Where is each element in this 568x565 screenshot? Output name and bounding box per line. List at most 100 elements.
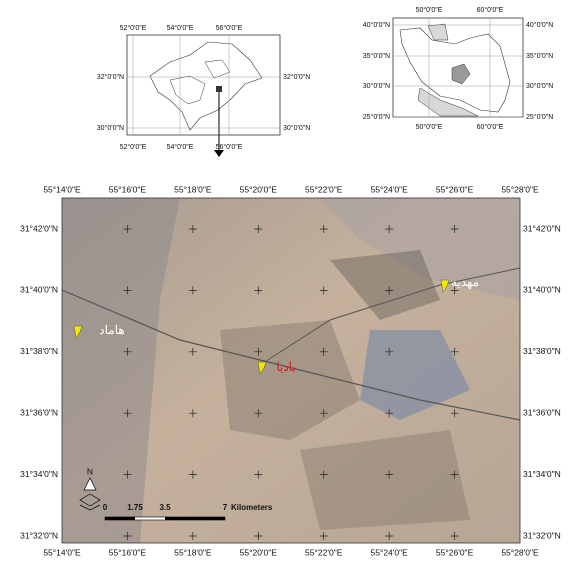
latitude-label: 25°0'0"N [526, 113, 553, 121]
province-highlight [451, 63, 471, 85]
graticule-cross [123, 225, 132, 233]
longitude-label: 50°0'0"E [416, 6, 443, 14]
image-tile [62, 198, 180, 543]
latitude-label: 31°40'0"N [20, 285, 58, 295]
longitude-label: 55°14'0"E [43, 547, 81, 557]
road [61, 289, 521, 421]
scale-label: 3.5 [159, 503, 171, 512]
graticule-cross [319, 347, 328, 356]
graticule-cross [319, 470, 328, 479]
north-arrow-base [79, 493, 101, 511]
north-label: N [87, 466, 93, 476]
graticule-cross [254, 347, 263, 356]
urban-area [360, 330, 470, 420]
place-label: بادیا [276, 360, 295, 374]
scale-unit: Kilometers [231, 503, 273, 512]
scale-label: 7 [223, 503, 228, 512]
latitude-label: 25°0'0"N [363, 113, 390, 121]
graticule-cross [450, 532, 459, 540]
graticule-cross [319, 532, 328, 540]
north-arrow [83, 477, 97, 491]
graticule-cross [254, 470, 263, 479]
longitude-label: 55°28'0"E [501, 547, 539, 557]
longitude-label: 52°0'0"E [120, 24, 147, 32]
caspian-sea [427, 23, 449, 41]
image-tile [320, 198, 520, 300]
latitude-label: 40°0'0"N [526, 21, 553, 29]
graticule-cross [123, 347, 132, 356]
longitude-label: 55°18'0"E [174, 547, 212, 557]
graticule-cross [319, 225, 328, 233]
latitude-label: 30°0'0"N [283, 124, 310, 132]
longitude-label: 55°20'0"E [240, 184, 278, 194]
latitude-label: 31°32'0"N [523, 530, 561, 540]
scale-bar-segment [165, 517, 225, 520]
graticule-cross [385, 532, 394, 540]
graticule-cross [385, 225, 394, 233]
latitude-label: 31°40'0"N [523, 285, 561, 295]
longitude-label: 60°0'0"E [477, 123, 504, 131]
farmland [220, 320, 360, 440]
longitude-label: 56°0'0"E [216, 143, 243, 151]
graticule-cross [123, 532, 132, 540]
graticule-cross [319, 409, 328, 418]
latitude-label: 31°36'0"N [20, 407, 58, 417]
latitude-label: 40°0'0"N [363, 21, 390, 29]
scale-bar [104, 516, 226, 521]
graticule-cross [450, 470, 459, 479]
graticule-cross [123, 470, 132, 479]
longitude-label: 55°14'0"E [43, 184, 81, 194]
place-pin [73, 325, 83, 339]
graticule-cross [385, 286, 394, 295]
longitude-label: 50°0'0"E [416, 123, 443, 131]
latitude-label: 31°42'0"N [20, 223, 58, 233]
pointer-head [214, 150, 224, 157]
latitude-label: 31°38'0"N [20, 346, 58, 356]
latitude-label: 30°0'0"N [526, 82, 553, 90]
pins [73, 279, 450, 375]
road [259, 267, 521, 366]
graticule-cross [450, 225, 459, 233]
latitude-label: 31°32'0"N [20, 530, 58, 540]
county-outline [169, 59, 231, 105]
graticule-cross [385, 470, 394, 479]
scale-bar-segment [105, 517, 135, 520]
persian-gulf [417, 87, 479, 117]
longitude-label: 55°26'0"E [436, 184, 474, 194]
graticule-cross [188, 286, 197, 295]
graticule-cross [254, 532, 263, 540]
longitude-label: 54°0'0"E [167, 24, 194, 32]
latitude-label: 30°0'0"N [97, 124, 124, 132]
graticule-cross [385, 409, 394, 418]
latitude-label: 35°0'0"N [363, 52, 390, 60]
study-area-marker [216, 86, 222, 92]
graticule-cross [254, 409, 263, 418]
longitude-label: 52°0'0"E [120, 143, 147, 151]
longitude-label: 55°22'0"E [305, 184, 343, 194]
longitude-label: 55°24'0"E [370, 184, 408, 194]
latitude-label: 32°0'0"N [283, 73, 310, 81]
latitude-label: 35°0'0"N [526, 52, 553, 60]
graticule-cross [188, 470, 197, 479]
graticule-cross [123, 409, 132, 418]
graticule-cross [254, 286, 263, 295]
graticule-cross [319, 286, 328, 295]
graticule-cross [385, 347, 394, 356]
farmland [330, 250, 440, 320]
graticule-cross [450, 286, 459, 295]
main-map-frame [61, 197, 521, 544]
latitude-label: 31°34'0"N [20, 469, 58, 479]
scale-label: 0 [103, 503, 108, 512]
graticule-cross [188, 532, 197, 540]
place-pin [440, 279, 450, 293]
longitude-label: 56°0'0"E [216, 24, 243, 32]
graticule-cross [254, 225, 263, 233]
graticule-cross [450, 347, 459, 356]
longitude-label: 55°26'0"E [436, 547, 474, 557]
longitude-label: 54°0'0"E [167, 143, 194, 151]
farmland [300, 430, 470, 530]
place-pin [257, 361, 267, 375]
longitude-label: 55°16'0"E [109, 547, 147, 557]
longitude-label: 55°20'0"E [240, 547, 278, 557]
